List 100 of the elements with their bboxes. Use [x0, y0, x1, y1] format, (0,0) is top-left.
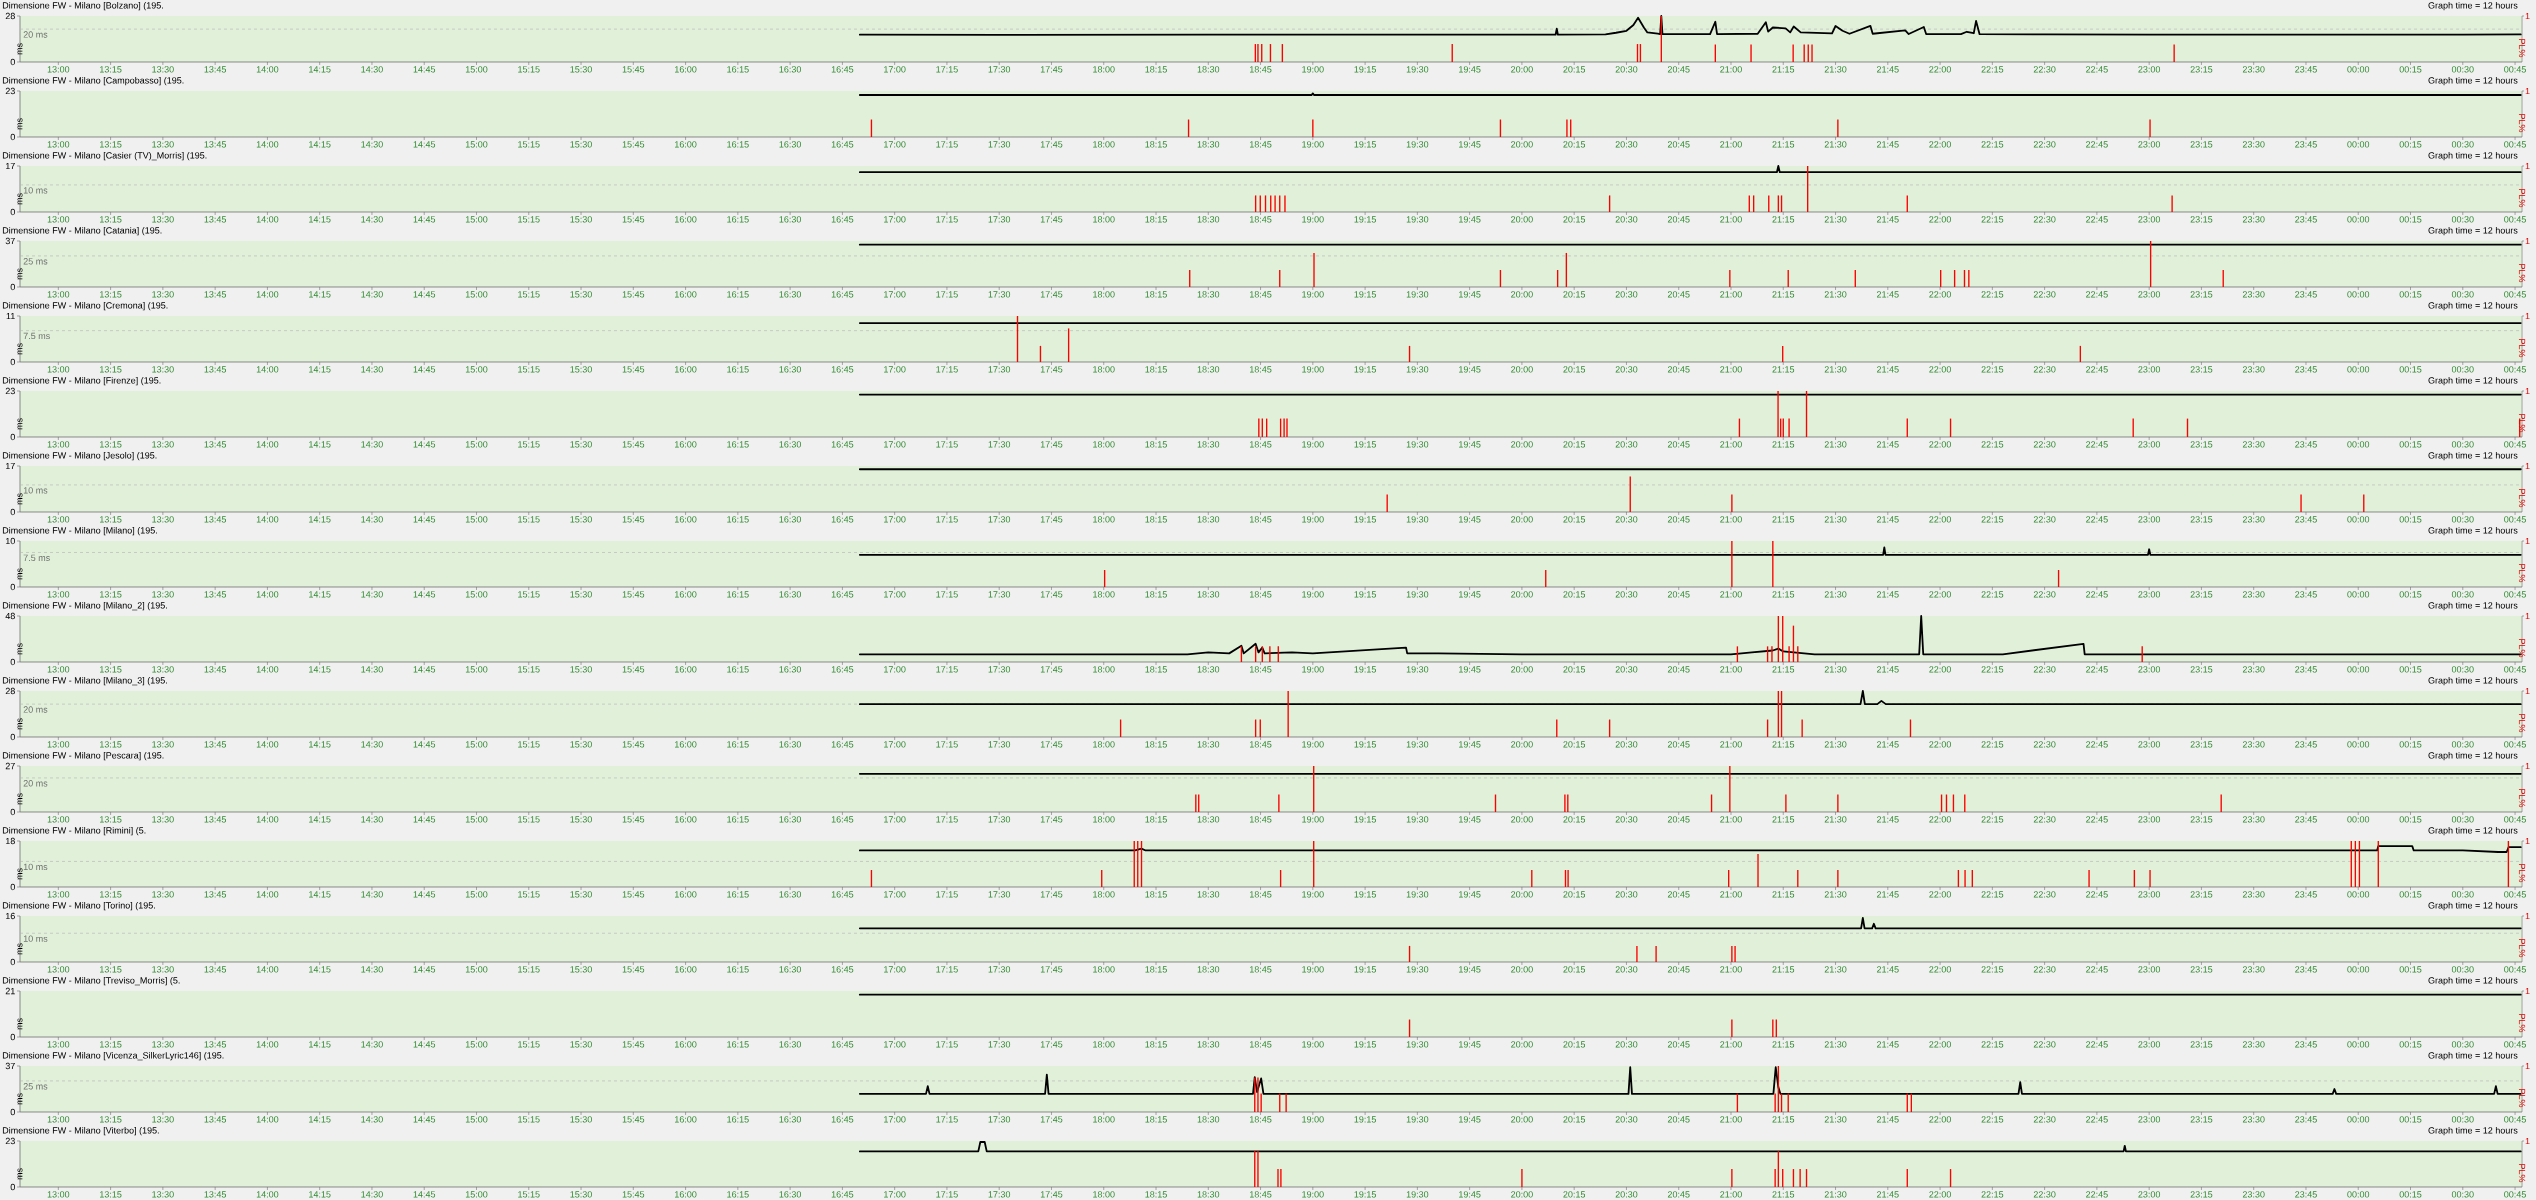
x-tick-label: 15:30: [570, 141, 592, 148]
x-tick-label: 16:45: [831, 216, 854, 223]
x-tick-label: 14:45: [413, 441, 436, 448]
x-tick-label: 00:30: [2451, 891, 2474, 898]
x-tick-label: 00:00: [2347, 1041, 2370, 1048]
x-tick-label: 00:45: [2504, 441, 2526, 448]
x-tick-label: 20:00: [1511, 591, 1533, 598]
x-tick-label: 15:45: [622, 1041, 645, 1048]
x-tick-label: 13:45: [204, 666, 227, 673]
x-tick-label: 19:15: [1354, 291, 1376, 298]
x-tick-label: 17:00: [884, 591, 906, 598]
x-tick-label: 23:15: [2190, 1191, 2213, 1198]
x-tick-label: 20:30: [1615, 966, 1638, 973]
x-tick-label: 20:15: [1563, 66, 1586, 73]
x-tick-label: 21:15: [1772, 441, 1795, 448]
x-tick-label: 21:30: [1824, 891, 1847, 898]
x-tick-label: 21:45: [1877, 1191, 1899, 1198]
x-tick-label: 23:30: [2242, 516, 2265, 523]
y2-tick-label: 1: [2525, 387, 2530, 395]
y-axis-title: ms: [17, 493, 23, 505]
x-tick-label: 16:00: [675, 891, 697, 898]
x-tick-label: 15:45: [622, 966, 645, 973]
x-tick-label: 00:45: [2504, 291, 2526, 298]
x-tick-label: 16:15: [727, 441, 749, 448]
x-tick-label: 00:00: [2347, 66, 2370, 73]
x-tick-label: 23:30: [2242, 1116, 2265, 1123]
x-tick-label: 22:45: [2086, 966, 2108, 973]
x-tick-label: 21:00: [1720, 441, 1742, 448]
x-tick-label: 18:15: [1145, 591, 1167, 598]
x-tick-label: 13:00: [47, 1041, 70, 1048]
y-axis-title: ms: [17, 418, 23, 430]
y-tick-label: 23: [5, 87, 15, 95]
x-tick-label: 14:00: [256, 891, 279, 898]
x-tick-label: 21:00: [1720, 1191, 1742, 1198]
x-tick-label: 13:30: [152, 141, 174, 148]
x-tick-label: 16:30: [779, 141, 802, 148]
x-tick-label: 13:15: [100, 966, 122, 973]
x-tick-label: 13:30: [152, 366, 174, 373]
x-tick-label: 18:45: [1249, 816, 1272, 823]
x-tick-label: 20:45: [1667, 1191, 1690, 1198]
x-tick-label: 23:30: [2242, 366, 2265, 373]
x-tick-label: 13:00: [47, 291, 70, 298]
ref-line-label: 25 ms: [23, 258, 48, 265]
x-tick-label: 20:15: [1563, 1116, 1586, 1123]
y-tick-label: 11: [6, 312, 15, 320]
x-tick-label: 22:30: [2033, 816, 2056, 823]
y-tick-label: 0: [10, 1033, 15, 1041]
x-tick-label: 17:15: [936, 816, 958, 823]
x-tick-label: 00:45: [2504, 1116, 2526, 1123]
x-tick-label: 21:00: [1720, 291, 1742, 298]
chart-subtitle: Graph time = 12 hours: [2428, 76, 2518, 86]
x-tick-label: 20:15: [1563, 141, 1586, 148]
y-tick-label: 0: [10, 583, 15, 591]
x-tick-label: 22:00: [1929, 666, 1951, 673]
x-tick-label: 15:15: [518, 366, 540, 373]
x-tick-label: 18:45: [1249, 1191, 1272, 1198]
x-tick-label: 16:45: [831, 816, 854, 823]
x-tick-label: 00:15: [2399, 66, 2422, 73]
x-tick-label: 14:15: [309, 966, 331, 973]
x-tick-label: 14:15: [309, 1191, 331, 1198]
x-tick-label: 13:00: [47, 966, 70, 973]
x-tick-label: 14:15: [309, 66, 331, 73]
x-tick-label: 13:45: [204, 891, 227, 898]
x-tick-label: 22:15: [1981, 816, 2004, 823]
x-tick-label: 13:30: [152, 291, 174, 298]
chart-title: Dimensione FW - Milano [Rimini] (5.: [2, 826, 146, 836]
x-tick-label: 22:45: [2086, 366, 2108, 373]
x-tick-label: 22:15: [1981, 891, 2004, 898]
x-tick-label: 00:15: [2399, 1191, 2422, 1198]
x-tick-label: 17:45: [1040, 1041, 1063, 1048]
x-tick-label: 21:45: [1877, 966, 1899, 973]
x-tick-label: 17:45: [1040, 366, 1063, 373]
x-tick-label: 15:00: [465, 1116, 488, 1123]
chart-title: Dimensione FW - Milano [Casier (TV)_Morris] (195.: [2, 151, 207, 161]
x-tick-label: 20:30: [1615, 366, 1638, 373]
x-tick-label: 21:00: [1720, 216, 1742, 223]
x-tick-label: 18:00: [1093, 66, 1115, 73]
x-tick-label: 19:00: [1302, 891, 1324, 898]
x-tick-label: 20:15: [1563, 891, 1586, 898]
x-tick-label: 19:00: [1302, 66, 1324, 73]
x-tick-label: 23:15: [2190, 366, 2213, 373]
x-tick-label: 17:00: [884, 216, 906, 223]
x-tick-label: 13:15: [100, 441, 122, 448]
y2-tick-label: 1: [2525, 687, 2530, 695]
chart-title: Dimensione FW - Milano [Milano_3] (195.: [2, 676, 167, 686]
x-tick-label: 22:30: [2033, 591, 2056, 598]
x-tick-label: 23:45: [2295, 1191, 2317, 1198]
x-tick-label: 20:00: [1511, 1116, 1533, 1123]
x-tick-label: 19:30: [1406, 1191, 1429, 1198]
x-tick-label: 15:30: [570, 741, 592, 748]
y-tick-label: 0: [10, 883, 15, 891]
x-tick-label: 21:15: [1772, 516, 1795, 523]
x-tick-label: 15:45: [622, 591, 645, 598]
x-tick-label: 16:30: [779, 216, 802, 223]
x-tick-label: 00:15: [2399, 216, 2422, 223]
x-tick-label: 13:45: [204, 591, 227, 598]
x-tick-label: 21:45: [1877, 216, 1899, 223]
x-tick-label: 16:00: [675, 966, 697, 973]
x-tick-label: 13:45: [204, 1116, 227, 1123]
x-tick-label: 20:00: [1511, 216, 1533, 223]
